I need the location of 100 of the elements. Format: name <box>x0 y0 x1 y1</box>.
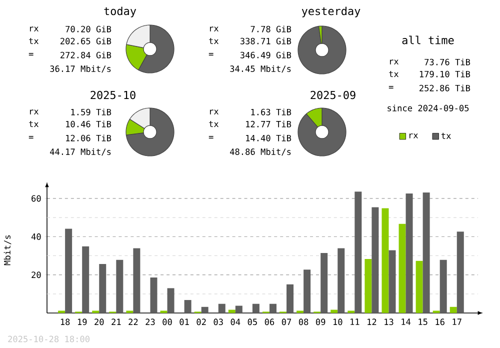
text: 1.63 TiB <box>251 108 292 116</box>
text: since 2024-09-05 <box>388 104 469 112</box>
text: rx <box>210 26 219 32</box>
x-tick-label: 00 <box>162 318 172 326</box>
bar <box>416 260 423 313</box>
x-tick-label: 17 <box>452 318 462 325</box>
x-tick-label: 15 <box>418 318 428 326</box>
x-tick-label: 22 <box>128 318 138 326</box>
bar <box>364 258 372 313</box>
bar <box>82 246 90 313</box>
text: 14.40 TiB <box>246 134 292 142</box>
x-tick-label: 02 <box>196 318 206 326</box>
x-tick-label: 06 <box>264 318 274 326</box>
bar <box>201 306 208 313</box>
x-tick-label: 13 <box>384 318 394 326</box>
text: tx <box>29 38 39 44</box>
text: tx <box>29 120 39 128</box>
text: 1.59 TiB <box>71 108 112 116</box>
bar <box>450 306 457 313</box>
bar <box>382 208 389 313</box>
bar <box>388 250 396 313</box>
x-tick-label: 21 <box>112 318 121 326</box>
bar <box>320 253 328 313</box>
text: rx <box>210 110 219 114</box>
bar <box>252 304 260 313</box>
bar <box>338 248 345 313</box>
bar <box>440 260 447 313</box>
text: all time <box>402 36 454 44</box>
bar <box>304 270 311 313</box>
x-tick-label: 04 <box>230 318 240 326</box>
x-tick-label: 07 <box>282 318 292 326</box>
x-tick-label: 12 <box>368 318 376 326</box>
bar <box>228 310 236 313</box>
text: rx <box>30 110 39 114</box>
bar <box>99 264 106 313</box>
text: tx <box>209 38 219 44</box>
bar <box>286 284 294 313</box>
text: 2025-10-28 18:00 <box>8 336 90 342</box>
text: 346.49 GiB <box>240 52 292 58</box>
text: 10.46 TiB <box>66 120 112 128</box>
chart-title: 2025-09 <box>310 90 356 100</box>
text: 202.65 GiB <box>60 38 112 44</box>
text: 7.78 GiB <box>250 26 292 32</box>
legend-label: tx <box>441 132 451 139</box>
bar <box>133 248 140 313</box>
text: 272.84 GiB <box>60 52 112 58</box>
bar <box>372 207 379 313</box>
x-tick-label: 20 <box>94 318 104 326</box>
bar <box>218 304 226 313</box>
chart-title: yesterday <box>302 6 360 18</box>
y-tick-label: 40 <box>31 233 41 240</box>
x-tick-label: 08 <box>298 318 308 326</box>
text: tx <box>389 70 399 78</box>
bar <box>398 224 406 313</box>
x-tick-label: 14 <box>402 318 411 325</box>
bar <box>330 310 338 313</box>
bar <box>65 228 72 313</box>
x-tick-label: 16 <box>436 318 444 326</box>
bar <box>269 304 276 313</box>
text: 179.10 TiB <box>420 70 470 78</box>
bar <box>150 277 158 313</box>
text: = <box>388 86 394 88</box>
x-tick-label: 03 <box>214 318 223 326</box>
text: 44.17 Mbit/s <box>50 148 111 156</box>
bar <box>422 192 430 313</box>
x-tick-label: 09 <box>316 318 326 326</box>
text: rx <box>390 60 399 64</box>
text: = <box>208 136 214 138</box>
x-tick-label: 01 <box>180 318 189 326</box>
text: 34.45 Mbit/s <box>230 65 291 73</box>
x-tick-label: 23 <box>146 318 155 326</box>
y-tick-label: 20 <box>32 272 41 278</box>
text: 48.86 Mbit/s <box>230 148 291 156</box>
text: 12.06 TiB <box>66 134 112 142</box>
text: 252.86 TiB <box>420 84 470 92</box>
x-tick-label: 05 <box>248 318 257 326</box>
bar <box>406 193 413 313</box>
bar <box>235 306 242 313</box>
text: = <box>28 136 34 138</box>
x-tick-label: 18 <box>60 318 70 326</box>
bar <box>184 300 192 313</box>
chart-title: today <box>104 6 136 18</box>
text: rx <box>30 26 39 32</box>
text: 36.17 Mbit/s <box>50 65 111 73</box>
bar <box>456 232 464 313</box>
text: tx <box>209 120 219 128</box>
bar <box>354 192 362 313</box>
text: 73.76 TiB <box>424 58 470 66</box>
legend-label: rx <box>409 133 418 138</box>
chart-title: 2025-10 <box>90 90 136 100</box>
x-tick-label: 10 <box>334 318 342 326</box>
y-axis-title: Mbit/s <box>4 235 12 266</box>
text: 70.20 GiB <box>66 26 112 32</box>
bar <box>116 260 124 313</box>
y-tick-label: 60 <box>32 195 41 202</box>
text: 12.77 TiB <box>246 120 292 128</box>
x-tick-label: 19 <box>78 318 87 326</box>
text: = <box>28 53 34 56</box>
x-tick-label: 11 <box>350 318 360 325</box>
text: 338.71 GiB <box>240 38 292 44</box>
